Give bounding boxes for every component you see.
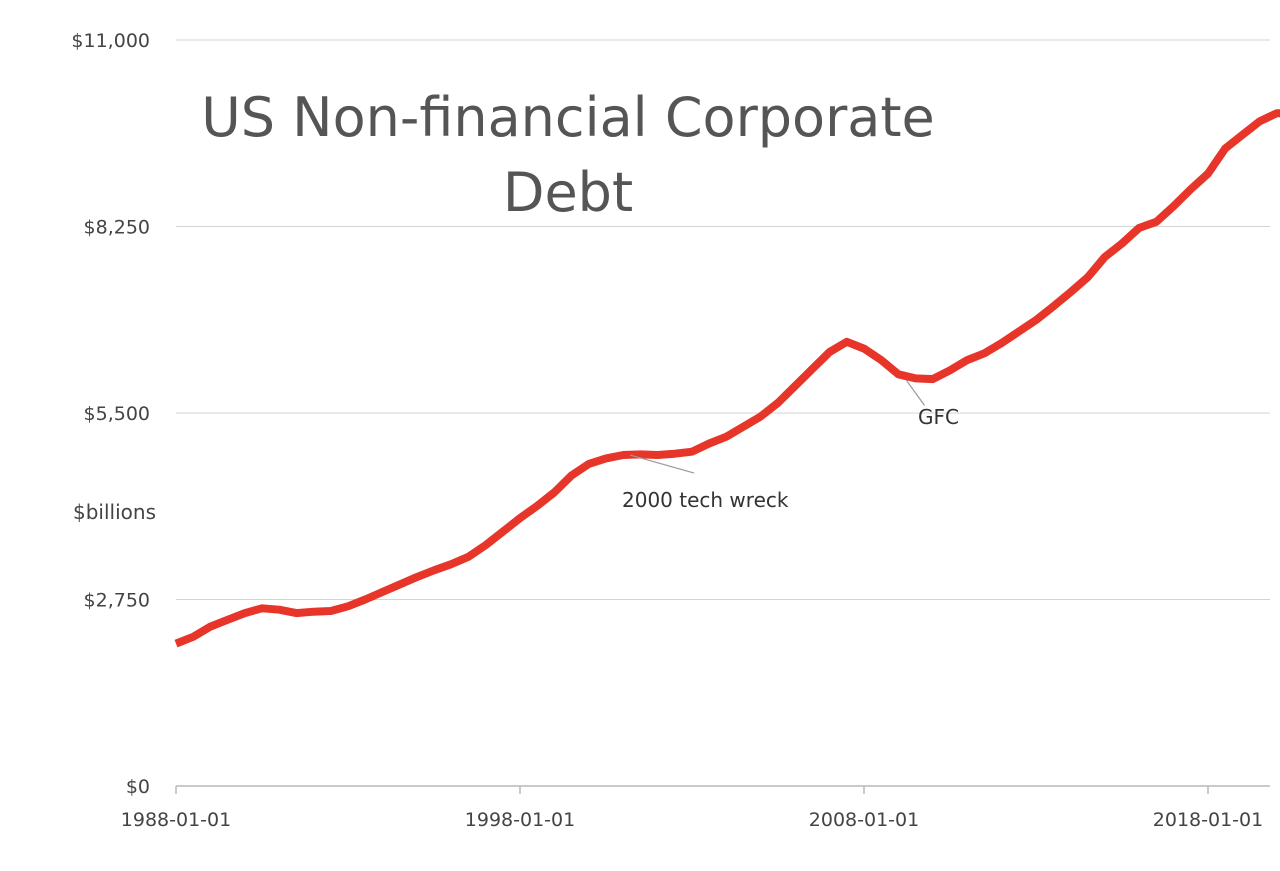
y-axis-ticks: $0 $2,750 $5,500 $8,250 $11,000	[71, 30, 150, 798]
annotation-gfc: GFC	[918, 405, 959, 429]
grid-lines	[176, 39, 1270, 600]
annotation-leader-line	[905, 380, 925, 406]
debt-series-line	[174, 109, 1280, 648]
x-tick-label: 2008-01-01	[809, 809, 919, 831]
chart-title-line-1: US Non-financial Corporate	[201, 86, 935, 149]
x-tick-label: 1998-01-01	[465, 809, 575, 831]
chart-title-line-2: Debt	[503, 161, 633, 224]
annotation-leader-line	[629, 454, 695, 474]
y-axis-label: $billions	[73, 500, 156, 524]
annotation-tech-wreck: 2000 tech wreck	[622, 488, 789, 512]
y-tick-label: $5,500	[84, 403, 150, 425]
x-tick-label: 2018-01-01	[1153, 809, 1263, 831]
series-group	[174, 109, 1280, 648]
y-tick-label: $0	[126, 776, 150, 798]
x-axis-ticks: 1988-01-01 1998-01-01 2008-01-01 2018-01-01	[121, 786, 1263, 831]
x-tick-label: 1988-01-01	[121, 809, 231, 831]
y-tick-label: $2,750	[84, 590, 150, 612]
y-tick-label: $8,250	[84, 217, 150, 239]
y-tick-label: $11,000	[71, 30, 150, 52]
annotations: 2000 tech wreck GFC	[622, 380, 959, 512]
